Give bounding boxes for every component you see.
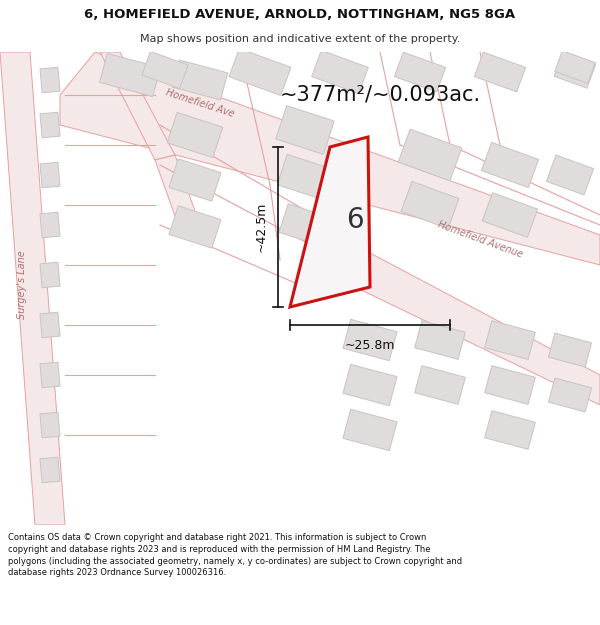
Polygon shape [330, 245, 600, 405]
Polygon shape [169, 159, 221, 201]
Polygon shape [40, 312, 60, 338]
Polygon shape [100, 53, 160, 97]
Polygon shape [312, 50, 368, 94]
Polygon shape [475, 52, 526, 92]
Text: Surgey's Lane: Surgey's Lane [17, 251, 27, 319]
Polygon shape [277, 154, 333, 199]
Polygon shape [0, 52, 65, 525]
Polygon shape [485, 411, 535, 449]
Polygon shape [155, 155, 200, 230]
Polygon shape [394, 52, 446, 92]
Polygon shape [40, 458, 60, 482]
Polygon shape [481, 142, 539, 188]
Text: Map shows position and indicative extent of the property.: Map shows position and indicative extent… [140, 34, 460, 44]
Polygon shape [100, 52, 175, 160]
Polygon shape [343, 409, 397, 451]
Polygon shape [554, 52, 596, 88]
Text: Contains OS data © Crown copyright and database right 2021. This information is : Contains OS data © Crown copyright and d… [8, 533, 462, 578]
Polygon shape [548, 378, 592, 412]
Text: Homefield Ave: Homefield Ave [164, 88, 236, 119]
Text: 6: 6 [346, 206, 364, 234]
Polygon shape [290, 137, 370, 307]
Polygon shape [172, 60, 228, 100]
Polygon shape [415, 321, 466, 359]
Polygon shape [142, 51, 188, 89]
Polygon shape [40, 112, 60, 138]
Polygon shape [547, 155, 593, 195]
Polygon shape [229, 49, 291, 96]
Polygon shape [40, 262, 60, 288]
Polygon shape [167, 112, 223, 158]
Polygon shape [60, 52, 600, 265]
Text: ~42.5m: ~42.5m [255, 202, 268, 252]
Polygon shape [276, 106, 334, 154]
Polygon shape [482, 192, 538, 238]
Polygon shape [485, 321, 535, 359]
Polygon shape [398, 129, 462, 181]
Polygon shape [555, 51, 595, 83]
Polygon shape [548, 333, 592, 367]
Polygon shape [40, 68, 60, 92]
Text: 6, HOMEFIELD AVENUE, ARNOLD, NOTTINGHAM, NG5 8GA: 6, HOMEFIELD AVENUE, ARNOLD, NOTTINGHAM,… [85, 8, 515, 21]
Polygon shape [169, 206, 221, 248]
Text: ~377m²/~0.093ac.: ~377m²/~0.093ac. [280, 85, 481, 105]
Polygon shape [343, 364, 397, 406]
Text: Homefield Avenue: Homefield Avenue [436, 220, 524, 260]
Polygon shape [401, 181, 459, 229]
Polygon shape [40, 213, 60, 238]
Polygon shape [40, 162, 60, 188]
Polygon shape [415, 366, 466, 404]
Polygon shape [343, 319, 397, 361]
Polygon shape [485, 366, 535, 404]
Text: ~25.8m: ~25.8m [345, 339, 395, 352]
Polygon shape [279, 204, 331, 246]
Polygon shape [40, 412, 60, 437]
Polygon shape [40, 362, 60, 388]
